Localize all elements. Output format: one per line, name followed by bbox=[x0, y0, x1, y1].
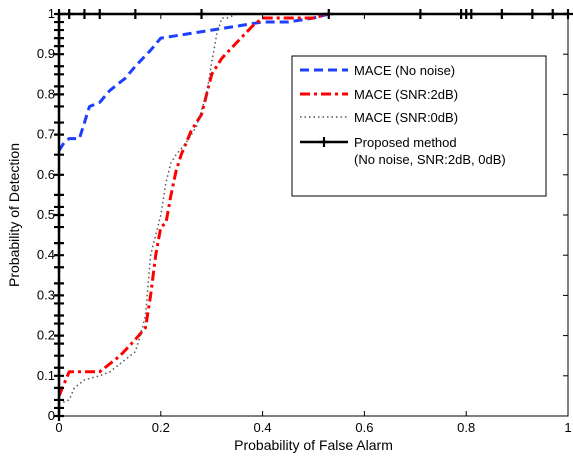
legend-label: Proposed method bbox=[354, 135, 457, 150]
x-tick-label: 0 bbox=[55, 420, 62, 435]
legend: MACE (No noise) MACE (SNR:2dB) MACE (SNR:0… bbox=[291, 55, 547, 197]
y-tick-label: 0.1 bbox=[37, 368, 55, 383]
y-tick-label: 0.4 bbox=[37, 247, 55, 262]
x-tick-label: 0.8 bbox=[457, 420, 475, 435]
x-tick-label: 1 bbox=[564, 420, 571, 435]
x-tick-label: 0.4 bbox=[254, 420, 272, 435]
legend-label: (No noise, SNR:2dB, 0dB) bbox=[354, 152, 506, 167]
legend-label: MACE (SNR:2dB) bbox=[354, 87, 458, 102]
series-2 bbox=[57, 12, 330, 397]
series-3 bbox=[58, 13, 238, 405]
legend-marker bbox=[319, 137, 329, 147]
x-tick-label: 0.6 bbox=[355, 420, 373, 435]
legend-label: MACE (SNR:0dB) bbox=[354, 110, 458, 125]
y-tick-label: 0.9 bbox=[37, 46, 55, 61]
x-tick-label: 0.2 bbox=[152, 420, 170, 435]
y-tick-label: 0.5 bbox=[37, 207, 55, 222]
y-tick-label: 0.8 bbox=[37, 86, 55, 101]
y-tick-label: 0.2 bbox=[37, 328, 55, 343]
legend-label: MACE (No noise) bbox=[354, 63, 455, 78]
legend-box bbox=[291, 55, 547, 197]
y-tick-label: 1 bbox=[48, 6, 55, 21]
x-axis-title: Probability of False Alarm bbox=[234, 437, 393, 453]
series-line bbox=[57, 12, 330, 397]
y-tick-label: 0 bbox=[48, 408, 55, 423]
y-axis-title: Probability of Detection bbox=[6, 143, 22, 287]
ticks-layer: 0 0.2 0.4 0.6 0.8 1 0 0.1 0.2 0.3 0.4 0.5 0.6 0.7 0.8 0… bbox=[37, 6, 572, 435]
y-tick-label: 0.3 bbox=[37, 287, 55, 302]
y-tick-label: 0.6 bbox=[37, 167, 55, 182]
series-line bbox=[58, 13, 238, 405]
y-tick-label: 0.7 bbox=[37, 127, 55, 142]
